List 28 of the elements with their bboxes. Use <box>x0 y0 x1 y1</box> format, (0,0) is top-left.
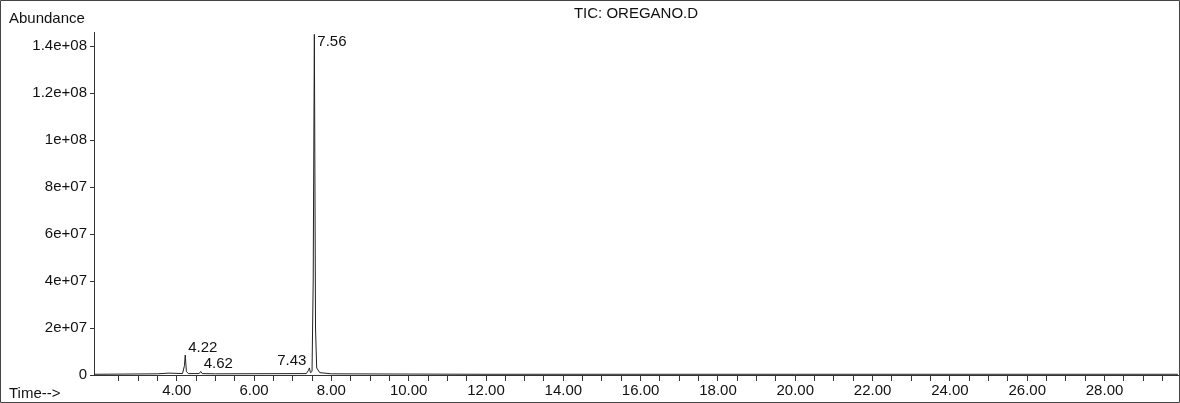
x-tick-label: 14.00 <box>544 381 583 399</box>
y-tick-label: 2e+07 <box>44 318 87 336</box>
y-tick-label: 1.4e+08 <box>32 36 87 54</box>
x-tick-label: 16.00 <box>621 381 660 399</box>
x-tick-label: 28.00 <box>1085 381 1124 399</box>
x-tick-label: 6.00 <box>239 381 269 399</box>
y-tick-label: 8e+07 <box>44 177 87 195</box>
x-tick-label: 22.00 <box>853 381 892 399</box>
y-tick-label: 0 <box>78 365 87 383</box>
annotation: 4.22 <box>188 338 218 356</box>
x-tick-label: 4.00 <box>162 381 192 399</box>
x-tick-label: 20.00 <box>776 381 815 399</box>
x-tick-label: 12.00 <box>467 381 505 399</box>
x-axis-title: Time--> <box>9 384 61 401</box>
x-tick-label: 26.00 <box>1008 381 1046 399</box>
y-tick-label: 4e+07 <box>44 271 87 289</box>
annotation: 7.43 <box>277 350 307 368</box>
x-tick-label: 24.00 <box>931 381 969 399</box>
chart-title: TIC: OREGANO.D <box>573 4 699 21</box>
y-axis-title: Abundance <box>9 9 85 26</box>
y-tick-label: 6e+07 <box>44 224 87 242</box>
annotation: 4.62 <box>203 354 233 372</box>
y-tick-label: 1.2e+08 <box>32 83 87 101</box>
x-tick-label: 18.00 <box>699 381 737 399</box>
y-tick-label: 1e+08 <box>44 130 87 148</box>
annotation: 7.56 <box>317 32 347 49</box>
x-tick-label: 8.00 <box>316 381 346 399</box>
x-tick-label: 10.00 <box>389 381 428 399</box>
